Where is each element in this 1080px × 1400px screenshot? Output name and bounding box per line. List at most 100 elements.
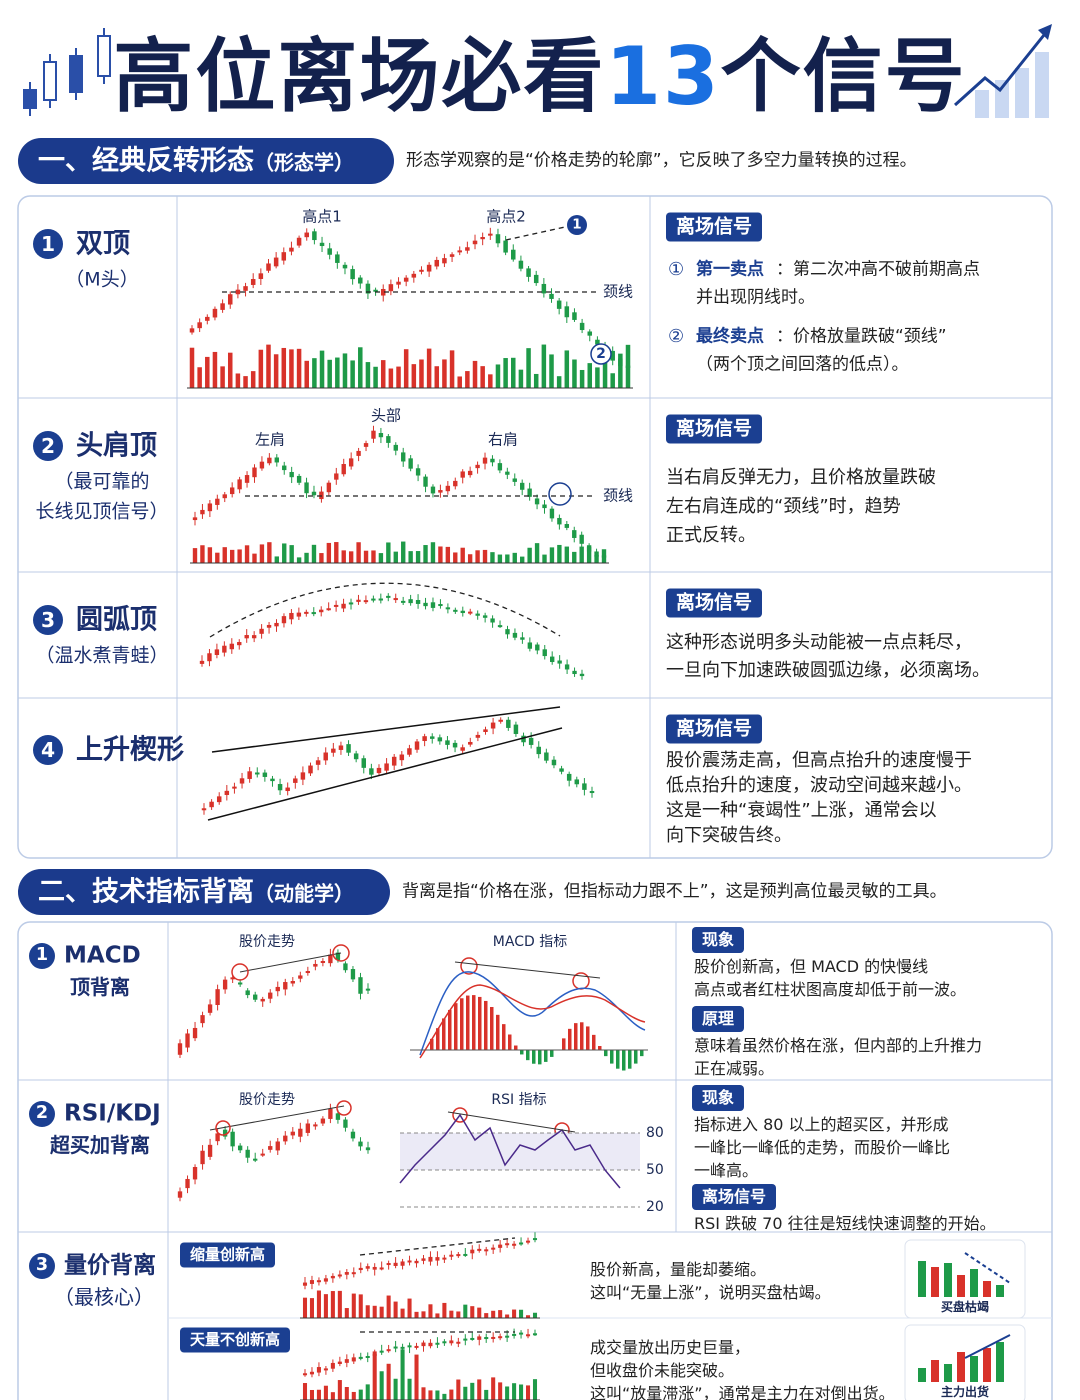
volume-bar xyxy=(482,549,488,563)
candle-body xyxy=(335,952,341,961)
volume-bar xyxy=(309,1389,314,1400)
candle-body xyxy=(209,801,214,808)
volume-bar xyxy=(401,541,406,563)
candle-body xyxy=(311,612,316,615)
header-icon xyxy=(97,35,111,77)
item-subtitle: （温水煮青蛙） xyxy=(35,644,169,667)
volume-bar xyxy=(358,1294,363,1318)
wedge-line xyxy=(211,706,561,753)
volume-bar xyxy=(266,344,271,388)
candle-body xyxy=(595,339,600,345)
candle-body xyxy=(386,1263,391,1266)
candle-body xyxy=(356,599,361,602)
icon-bar xyxy=(931,1360,939,1382)
volume-bar xyxy=(351,1293,356,1318)
candle-body xyxy=(456,1254,461,1257)
candle-body xyxy=(328,954,333,964)
number-badge xyxy=(567,215,587,235)
volume-bar xyxy=(365,1384,370,1400)
candle-body xyxy=(293,778,298,783)
section-intro: 形态学观察的是“价格走势的轮廓”，它反映了多空力量转换的过程。 xyxy=(406,150,917,171)
volume-bar xyxy=(618,353,623,388)
candle-body xyxy=(428,1256,433,1262)
volume-bar xyxy=(220,366,225,388)
candle-body xyxy=(237,642,242,646)
candle-body xyxy=(289,612,294,620)
volume-bar xyxy=(449,1389,454,1400)
case-text: 但收盘价未能突破。 xyxy=(590,1361,735,1380)
signal-label: 最终卖点 xyxy=(696,326,764,347)
candle-body xyxy=(333,604,339,607)
level-label: 20 xyxy=(646,1199,664,1215)
signal-text: 左右肩连成的“颈线”时，趋势 xyxy=(666,496,901,517)
candle-body xyxy=(331,748,336,753)
candle-body xyxy=(579,322,585,331)
chart-label: 高点2 xyxy=(486,207,526,226)
volume-bar xyxy=(526,348,531,388)
candle-body xyxy=(320,1118,326,1124)
note-text: 正在减弱。 xyxy=(694,1059,775,1078)
candle-body xyxy=(253,1158,258,1161)
candle-body xyxy=(356,450,361,456)
signal-tag: 离场信号 xyxy=(666,414,763,444)
candle-body xyxy=(244,635,249,639)
volume-bar xyxy=(400,1349,405,1400)
candle-body xyxy=(482,615,488,618)
volume-bar xyxy=(388,368,394,388)
candle-body xyxy=(343,1119,348,1128)
volume-bar xyxy=(541,344,547,388)
candle-body xyxy=(358,977,363,994)
signal-text: 低点抬升的速度，波动空间越来越小。 xyxy=(666,775,972,796)
candle-body xyxy=(421,1342,426,1347)
candle-body xyxy=(350,969,356,980)
divergence-line xyxy=(239,952,342,973)
candle-body xyxy=(304,482,309,494)
volume-bar xyxy=(365,1305,370,1318)
candle-body xyxy=(505,1243,510,1246)
icon-bar xyxy=(996,1342,1004,1382)
volume-bar xyxy=(304,360,309,388)
candle-body xyxy=(205,316,210,321)
item-name: MACD xyxy=(64,942,141,969)
candle-body xyxy=(376,767,382,774)
candle-body xyxy=(393,444,398,451)
volume-bar xyxy=(414,1311,419,1318)
volume-bar xyxy=(379,1306,384,1318)
candle-body xyxy=(526,1334,531,1337)
candle-body xyxy=(273,257,279,267)
volume-bar xyxy=(512,1309,517,1318)
volume-bar xyxy=(532,1379,538,1400)
volume-bar xyxy=(348,551,354,563)
number-badge-text: 1 xyxy=(35,945,49,966)
note-text: RSI 跌破 70 往往是短线快速调整的开始。 xyxy=(694,1214,996,1233)
marker-ring xyxy=(590,343,612,365)
candle-body xyxy=(526,268,531,277)
histogram-bar xyxy=(532,1050,536,1064)
candle-body xyxy=(408,458,413,469)
volume-bar xyxy=(296,348,302,388)
candle-body xyxy=(300,772,306,780)
candle-body xyxy=(463,1253,468,1256)
histogram-bar xyxy=(478,996,482,1051)
candle-body xyxy=(521,735,526,743)
candle-body xyxy=(313,1124,318,1127)
volume-bar xyxy=(393,1301,398,1318)
volume-bar xyxy=(323,1385,328,1400)
candle-body xyxy=(216,796,222,803)
candle-body xyxy=(401,452,406,462)
volume-bar xyxy=(587,363,593,388)
volume-bar xyxy=(435,1390,440,1400)
item-name: 圆弧顶 xyxy=(76,604,157,636)
volume-bar xyxy=(358,347,363,388)
histogram-bar xyxy=(544,1050,548,1062)
volume-bar xyxy=(434,366,440,388)
volume-bar xyxy=(456,1379,461,1400)
divergence-line xyxy=(454,961,601,979)
volume-bar xyxy=(222,547,227,563)
note-text: 高点或者红柱状图高度却低于前一波。 xyxy=(694,980,967,999)
candle-body xyxy=(513,724,519,734)
volume-bar xyxy=(421,1387,426,1400)
candle-body xyxy=(185,1178,190,1189)
candle-body xyxy=(348,458,354,467)
volume-bar xyxy=(252,553,257,563)
